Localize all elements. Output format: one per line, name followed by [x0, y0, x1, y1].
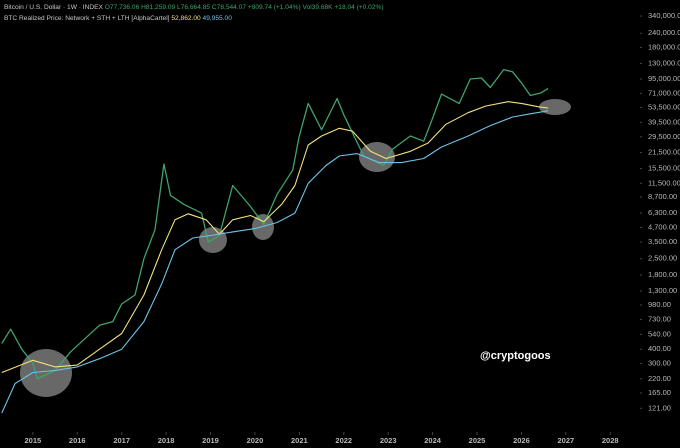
y-tick-label: 39,500.00 — [648, 117, 680, 126]
x-tick-label: 2016 — [69, 436, 86, 445]
low: L76,664.85 — [177, 4, 210, 11]
y-tick-label: 130,000.00 — [648, 59, 680, 68]
y-tick-label: 340,000.00 — [648, 11, 680, 20]
change: +809.74 (+1.04%) — [248, 4, 301, 11]
x-tick-label: 2028 — [602, 436, 619, 445]
y-tick-label: 29,500.00 — [648, 132, 680, 141]
open: O77,736.06 — [105, 4, 140, 11]
volume: Vol39.68K — [303, 4, 334, 11]
y-tick-label: 240,000.00 — [648, 28, 680, 37]
x-tick-label: 2022 — [335, 436, 352, 445]
y-tick-label: 6,300.00 — [648, 208, 677, 217]
y-tick-label: 11,500.00 — [648, 178, 680, 187]
y-tick-label: 3,500.00 — [648, 237, 677, 246]
y-tick-label: 8,700.00 — [648, 192, 677, 201]
y-tick-label: 121.00 — [648, 403, 671, 412]
y-tick-label: 53,500.00 — [648, 102, 680, 111]
y-tick-label: 400.00 — [648, 344, 671, 353]
y-tick-label: 1,800.00 — [648, 270, 677, 279]
header-line-1: Bitcoin / U.S. Dollar · 1W · INDEX O77,7… — [4, 4, 384, 11]
legend-label: BTC Realized Price: Network + STH + LTH … — [4, 15, 170, 22]
series-line — [1, 68, 549, 380]
y-tick-label: 4,700.00 — [648, 223, 677, 232]
x-tick-label: 2024 — [424, 436, 442, 445]
chart-title: Bitcoin / U.S. Dollar · 1W · INDEX — [4, 4, 104, 11]
x-tick-label: 2026 — [513, 436, 530, 445]
watermark: @cryptogoos — [480, 350, 551, 362]
x-tick-label: 2017 — [113, 436, 130, 445]
series-line — [1, 101, 549, 374]
highlight — [20, 349, 72, 397]
x-tick-label: 2015 — [25, 436, 42, 445]
x-tick-label: 2019 — [202, 436, 219, 445]
x-tick-label: 2018 — [158, 436, 175, 445]
close: C78,544.07 — [212, 4, 246, 11]
y-tick-label: 2,500.00 — [648, 254, 677, 263]
x-tick-label: 2020 — [247, 436, 264, 445]
x-tick-label: 2021 — [291, 436, 308, 445]
plot — [1, 68, 549, 414]
y-tick-label: 21,500.00 — [648, 147, 680, 156]
y-tick-label: 95,000.00 — [648, 74, 680, 83]
highlight — [252, 214, 274, 240]
y-tick-label: 180,000.00 — [648, 42, 680, 51]
x-tick-label: 2025 — [469, 436, 486, 445]
legend-value: 52,862.00 — [171, 15, 201, 22]
y-tick-label: 71,000.00 — [648, 88, 680, 97]
y-tick-label: 15,500.00 — [648, 164, 680, 173]
y-tick-label: 165.00 — [648, 388, 671, 397]
header-line-2: BTC Realized Price: Network + STH + LTH … — [4, 15, 232, 22]
y-tick-label: 300.00 — [648, 358, 671, 367]
y-tick-label: 980.00 — [648, 300, 671, 309]
y-tick-label: 540.00 — [648, 329, 671, 338]
x-tick-label: 2023 — [380, 436, 397, 445]
y-tick-label: 730.00 — [648, 315, 671, 324]
highlight — [359, 142, 395, 172]
y-tick-label: 1,300.00 — [648, 286, 677, 295]
legend-value: 49,955.00 — [203, 15, 233, 22]
volume-change: +18.04 (+0.02%) — [334, 4, 383, 11]
series-line — [1, 110, 549, 414]
x-tick-label: 2027 — [557, 436, 574, 445]
high: H81,259.09 — [141, 4, 175, 11]
y-tick-label: 220.00 — [648, 374, 671, 383]
